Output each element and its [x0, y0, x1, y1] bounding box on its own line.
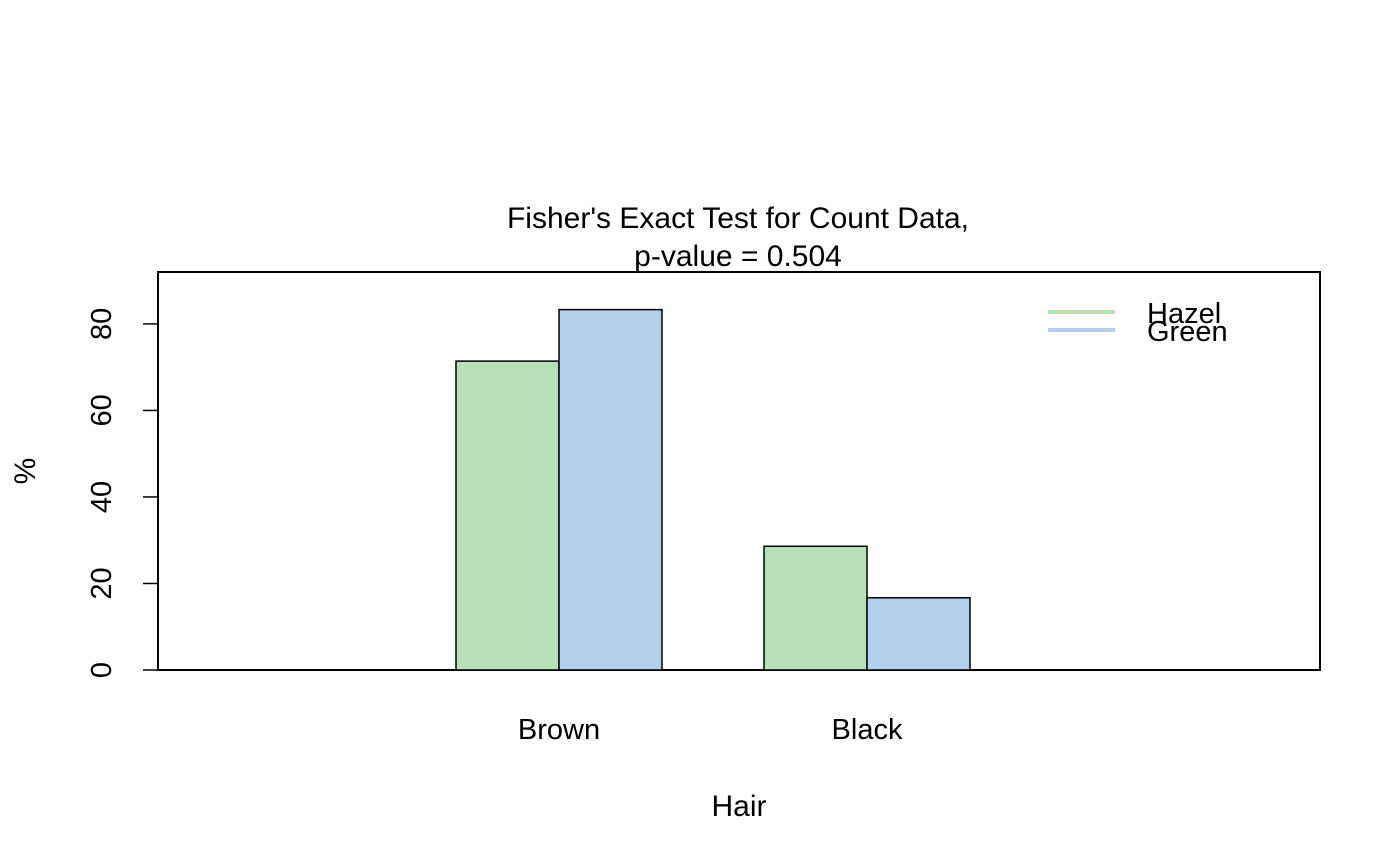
chart-subtitle: p-value = 0.504: [634, 240, 842, 273]
bar-brown-hazel: [455, 360, 560, 671]
x-axis: Brown Black: [518, 714, 903, 746]
y-axis-label: %: [9, 458, 42, 485]
y-axis: 0 20 40 60 80: [86, 308, 159, 678]
bar-brown-green: [558, 308, 663, 671]
legend-label-green: Green: [1147, 316, 1228, 348]
x-category-label: Black: [832, 714, 903, 746]
y-tick-label: 0: [86, 662, 118, 678]
bar-black-green: [866, 597, 971, 671]
bars-group: [455, 308, 971, 671]
chart-title: Fisher's Exact Test for Count Data,: [507, 202, 969, 235]
legend-label-hazel: Hazel: [1147, 298, 1221, 330]
plot-frame: [157, 271, 1321, 671]
y-tick-label: 80: [86, 308, 118, 340]
x-category-label: Brown: [518, 714, 600, 746]
bar-black-hazel: [763, 545, 868, 671]
y-tick-label: 20: [86, 567, 118, 599]
y-tick-label: 60: [86, 394, 118, 426]
y-tick-label: 40: [86, 481, 118, 513]
x-axis-label: Hair: [711, 790, 766, 823]
